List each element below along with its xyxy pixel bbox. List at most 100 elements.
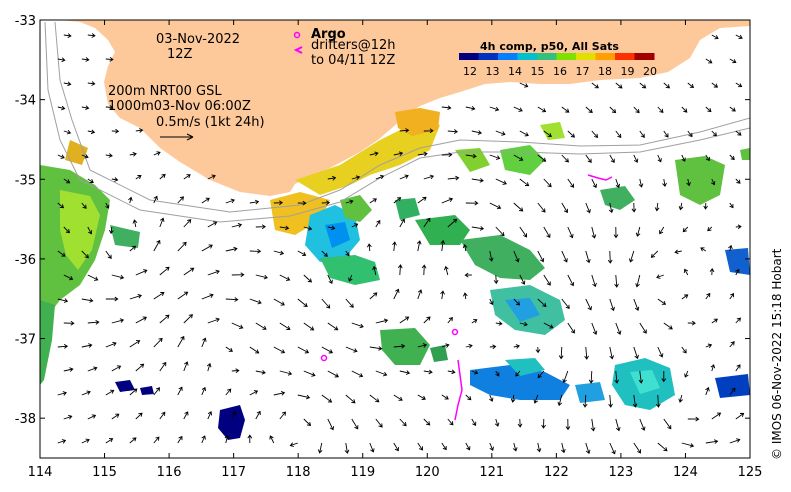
current-arrow [462, 243, 468, 252]
current-arrow [735, 178, 741, 184]
current-arrow [608, 202, 614, 214]
current-arrow [513, 344, 520, 349]
current-arrow [632, 394, 638, 408]
colorbar-swatch [556, 53, 577, 60]
current-arrow [471, 418, 477, 426]
current-arrow [465, 442, 471, 451]
hour-label: 12Z [167, 47, 193, 62]
current-arrow [494, 418, 500, 427]
colorbar-title: 4h comp, p50, All Sats [480, 40, 619, 53]
current-arrow [87, 320, 100, 325]
current-arrow [561, 202, 569, 214]
current-arrow [375, 219, 381, 228]
current-arrow [105, 250, 112, 259]
current-arrow [289, 442, 298, 447]
colorbar-tick-label: 18 [598, 65, 612, 78]
current-arrow [303, 322, 315, 331]
current-arrow [489, 106, 500, 112]
current-arrow [135, 269, 148, 276]
current-arrow [687, 320, 696, 326]
current-arrow [729, 341, 735, 348]
current-arrow [687, 130, 693, 138]
current-arrow [81, 154, 89, 159]
current-arrow [663, 322, 673, 330]
current-arrow [543, 322, 554, 329]
colorbar-swatch [537, 53, 557, 60]
current-arrow [533, 394, 539, 404]
current-arrow [591, 82, 599, 89]
current-arrow [183, 361, 189, 372]
current-arrow [631, 202, 637, 213]
current-arrow [489, 298, 494, 306]
current-arrow [255, 410, 261, 420]
current-arrow [231, 272, 245, 278]
current-arrow [57, 298, 69, 303]
current-arrow [657, 298, 667, 305]
current-arrow [615, 178, 621, 189]
current-arrow [465, 343, 473, 349]
current-arrow [399, 218, 405, 228]
current-arrow [63, 33, 72, 39]
current-arrow [465, 105, 476, 111]
current-arrow [562, 370, 569, 384]
current-arrow [369, 198, 377, 204]
current-arrow [375, 370, 388, 377]
current-arrow [489, 344, 497, 350]
current-arrow [399, 316, 410, 324]
current-arrow [183, 174, 191, 180]
current-arrow [423, 316, 431, 324]
current-arrow [537, 106, 547, 113]
current-arrow [543, 226, 551, 238]
current-arrow [417, 196, 427, 204]
current-arrow [489, 154, 501, 160]
current-arrow [273, 298, 285, 306]
current-arrow [561, 154, 569, 163]
current-arrow [393, 394, 403, 401]
current-arrow [111, 128, 120, 134]
colorbar-swatch [576, 53, 596, 60]
current-arrow [567, 178, 575, 188]
current-arrow [225, 346, 233, 352]
current-arrow [711, 412, 722, 420]
current-arrow [543, 178, 552, 188]
current-arrow [111, 274, 125, 280]
x-tick-label: 115 [92, 465, 117, 480]
current-arrow [344, 442, 350, 454]
current-arrow [659, 226, 665, 235]
current-arrow [321, 394, 333, 403]
current-arrow [585, 442, 591, 455]
current-arrow [81, 105, 90, 111]
current-arrow [57, 154, 65, 159]
current-arrow [87, 81, 96, 86]
current-arrow [63, 129, 72, 135]
current-arrow [447, 316, 453, 324]
current-arrow [135, 128, 144, 133]
current-arrow [273, 250, 285, 256]
current-arrow [255, 224, 267, 230]
current-arrow [441, 442, 447, 451]
current-arrow [375, 418, 383, 428]
current-arrow [728, 244, 733, 252]
current-arrow [705, 439, 719, 444]
current-arrow [615, 418, 621, 432]
current-arrow [681, 154, 686, 162]
current-arrow [735, 268, 740, 276]
current-arrow [129, 388, 138, 396]
x-tick-label: 125 [738, 465, 763, 480]
colorbar-tick-label: 17 [576, 65, 590, 78]
current-arrow [129, 245, 137, 252]
current-arrow [687, 82, 695, 89]
current-arrow [537, 202, 546, 213]
current-arrow [129, 437, 137, 444]
current-arrow [513, 106, 523, 112]
current-arrow [711, 130, 717, 137]
current-arrow [519, 178, 530, 187]
current-arrow [249, 199, 260, 205]
current-arrow [81, 438, 90, 444]
current-arrow [615, 82, 623, 89]
current-arrow [515, 370, 521, 377]
current-arrow [633, 442, 641, 454]
current-arrow [471, 370, 479, 375]
current-arrow [129, 293, 142, 300]
current-arrow [639, 418, 646, 431]
